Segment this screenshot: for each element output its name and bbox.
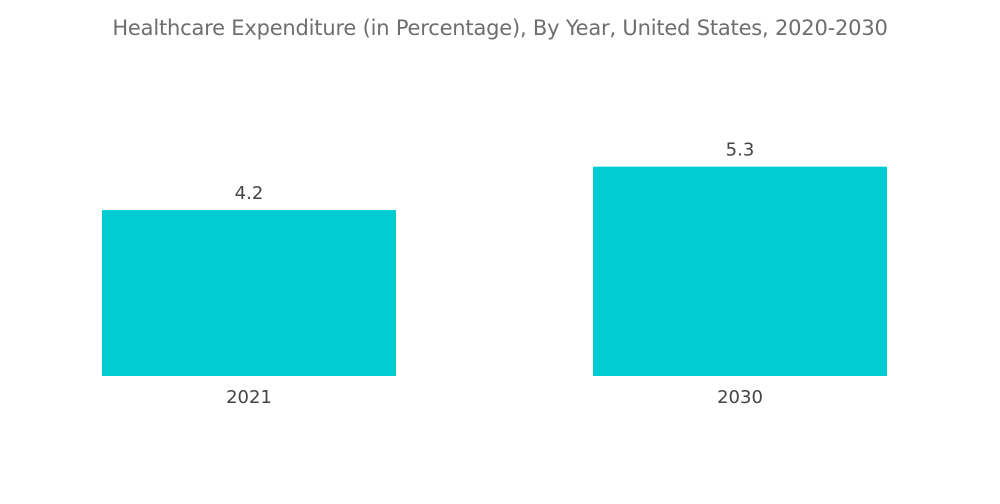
x-axis-tick-labels: 2021 2030: [226, 387, 763, 408]
bar-2021: [102, 210, 396, 376]
x-tick-label-2030: 2030: [717, 387, 763, 408]
data-labels-group: 4.2 5.3: [235, 140, 755, 204]
x-tick-label-2021: 2021: [226, 387, 272, 408]
bars-group: [102, 166, 887, 376]
data-label-2021: 4.2: [235, 183, 264, 204]
chart-title: Healthcare Expenditure (in Percentage), …: [112, 16, 888, 40]
data-label-2030: 5.3: [726, 140, 755, 161]
bar-2030: [593, 166, 887, 376]
